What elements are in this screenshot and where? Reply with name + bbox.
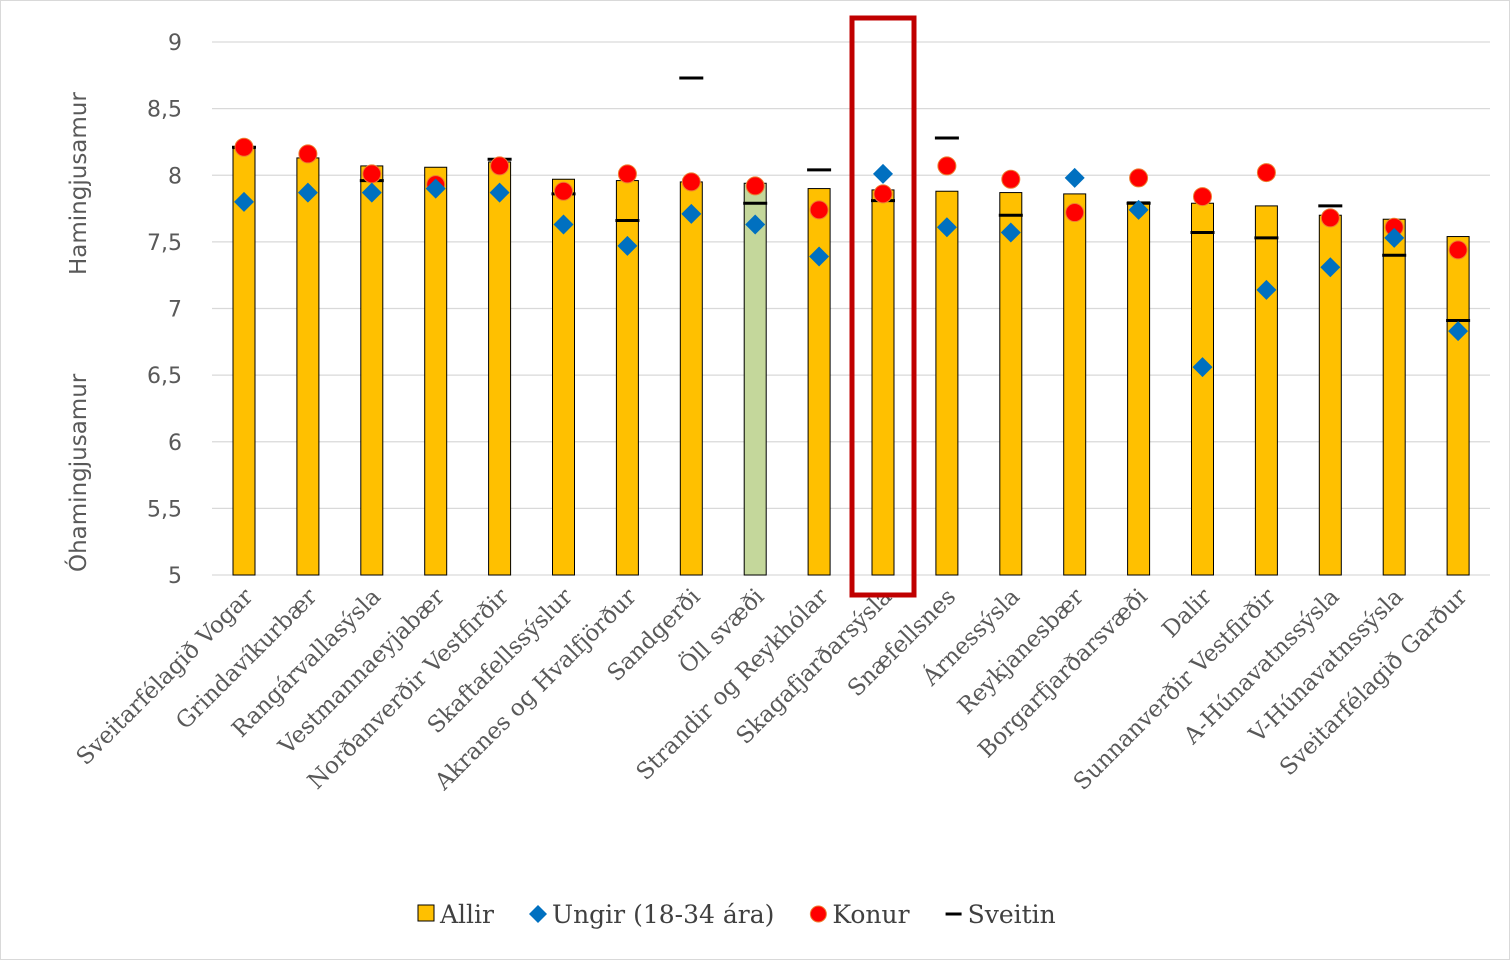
ungir-marker xyxy=(425,178,446,199)
y-tick-label: 8 xyxy=(168,164,182,189)
bar xyxy=(999,192,1023,576)
konur-marker xyxy=(873,184,893,204)
legend-label: Allir xyxy=(439,900,494,929)
y-tick-label: 5 xyxy=(168,564,182,589)
konur-marker xyxy=(1001,169,1021,189)
konur-marker xyxy=(809,200,829,220)
y-label-lower: Óhamingjusamur xyxy=(64,373,92,572)
konur-marker xyxy=(1320,208,1340,228)
y-tick-label: 6,5 xyxy=(147,364,182,389)
ungir-marker xyxy=(553,214,574,235)
konur-marker xyxy=(1256,163,1276,183)
ungir-marker xyxy=(1128,199,1149,220)
bar xyxy=(1382,218,1406,576)
x-tick-label: Dalir xyxy=(1157,584,1216,643)
konur-marker xyxy=(1129,168,1149,188)
ungir-marker xyxy=(1256,279,1277,300)
konur-marker xyxy=(745,176,765,196)
ungir-marker xyxy=(745,214,766,235)
legend-swatch-konur xyxy=(809,905,827,923)
ungir-marker xyxy=(361,182,382,203)
markers xyxy=(232,76,1471,378)
legend-label: Konur xyxy=(832,900,909,929)
y-tick-label: 5,5 xyxy=(147,497,182,522)
y-tick-label: 9 xyxy=(168,31,182,56)
ungir-marker xyxy=(681,203,702,224)
bar xyxy=(488,161,512,576)
y-label-upper: Hamingjusamur xyxy=(66,92,92,275)
y-tick-label: 6 xyxy=(168,431,182,456)
bar xyxy=(1191,202,1214,576)
y-tick-label: 7,5 xyxy=(147,231,182,256)
ungir-marker xyxy=(1384,227,1405,248)
konur-marker xyxy=(362,164,382,184)
ungir-marker xyxy=(617,235,638,256)
y-tick-labels: 9 8,5 8 7,5 7 6,5 6 5,5 5 xyxy=(147,31,182,589)
y-tick-label: 7 xyxy=(168,298,182,323)
bar xyxy=(871,189,895,576)
bar xyxy=(1127,201,1151,576)
konur-marker xyxy=(554,181,573,201)
konur-marker xyxy=(234,137,254,157)
legend-swatch-allir xyxy=(417,904,435,922)
ungir-marker xyxy=(297,182,318,203)
bar xyxy=(1063,193,1087,576)
ungir-marker xyxy=(1000,222,1021,243)
bar xyxy=(807,188,831,576)
bar xyxy=(360,165,384,576)
konur-marker xyxy=(937,156,957,176)
legend-label: Ungir (18-34 ára) xyxy=(552,900,774,929)
ungir-marker xyxy=(873,163,893,184)
y-tick-label: 8,5 xyxy=(147,98,182,123)
konur-marker xyxy=(617,164,637,184)
ungir-marker xyxy=(1064,167,1085,188)
highlight-rectangle xyxy=(849,15,917,598)
bar xyxy=(296,157,320,576)
bar xyxy=(935,190,959,576)
ungir-marker xyxy=(1320,257,1341,278)
konur-marker xyxy=(1193,187,1212,207)
ungir-marker xyxy=(809,246,830,267)
ungir-marker xyxy=(489,182,510,203)
ungir-marker xyxy=(234,191,254,212)
ungir-marker xyxy=(1448,321,1469,342)
konur-marker xyxy=(1065,203,1085,223)
bar xyxy=(232,148,256,576)
bars xyxy=(232,148,1470,576)
konur-marker xyxy=(490,156,510,176)
ungir-marker xyxy=(936,217,957,238)
bar xyxy=(743,182,767,576)
bar xyxy=(1446,236,1470,576)
y-axis-labels: Hamingjusamur Óhamingjusamur xyxy=(64,92,92,572)
ungir-marker xyxy=(1192,357,1213,378)
konur-marker xyxy=(298,144,318,164)
legend-swatch-ungir xyxy=(529,905,547,923)
legend: Allir Ungir (18-34 ára) Konur Sveitin xyxy=(417,900,1056,929)
konur-marker xyxy=(681,172,701,192)
x-tick-labels: Sveitarfélagið VogarGrindavíkurbærRangár… xyxy=(72,583,1473,796)
bar xyxy=(424,166,448,576)
bar xyxy=(552,178,575,576)
bar xyxy=(1254,205,1278,576)
bar xyxy=(679,181,703,576)
konur-marker xyxy=(1448,240,1468,260)
highlight-box xyxy=(849,15,917,598)
legend-label: Sveitin xyxy=(968,900,1056,929)
